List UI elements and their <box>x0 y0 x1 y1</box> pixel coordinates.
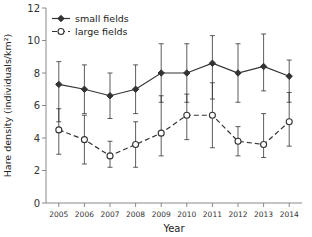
x-tick-label: 2012 <box>228 210 247 219</box>
error-bar <box>261 114 266 158</box>
series-line <box>59 63 289 96</box>
error-bar <box>184 94 189 140</box>
y-tick-label: 6 <box>34 100 40 111</box>
x-tick-label: 2009 <box>152 210 171 219</box>
legend-label: small fields <box>75 13 129 24</box>
error-bar <box>56 109 61 155</box>
point <box>261 142 267 148</box>
x-tick <box>238 203 239 207</box>
point <box>107 93 113 99</box>
y-tick <box>42 105 46 106</box>
point <box>56 81 62 87</box>
x-tick-label: 2010 <box>177 210 196 219</box>
point <box>184 70 190 76</box>
x-tick <box>212 203 213 207</box>
error-bar <box>108 141 113 167</box>
y-axis-label: Hare density (individuals/km²) <box>2 34 13 178</box>
point <box>235 138 241 144</box>
point <box>158 70 164 76</box>
y-tick <box>42 8 46 9</box>
error-bar <box>159 96 164 156</box>
y-tick-label: 12 <box>27 3 40 14</box>
legend-label: large fields <box>75 26 128 37</box>
error-bar <box>82 115 87 164</box>
point <box>235 70 241 76</box>
error-bar <box>210 83 215 148</box>
x-tick <box>84 203 85 207</box>
point <box>209 112 215 118</box>
y-tick-label: 10 <box>27 35 40 46</box>
error-bar <box>82 65 87 114</box>
point <box>81 137 87 143</box>
x-tick <box>289 203 290 207</box>
error-bar <box>133 122 138 168</box>
point <box>209 60 215 66</box>
x-tick-label: 2005 <box>49 210 68 219</box>
error-bar <box>287 93 292 147</box>
error-bar <box>236 127 241 156</box>
legend: small fields large fields <box>52 13 129 37</box>
series <box>56 34 293 122</box>
error-bar <box>159 44 164 103</box>
plot-area <box>56 34 293 167</box>
x-tick <box>110 203 111 207</box>
point <box>81 86 87 92</box>
error-bar <box>108 73 113 119</box>
point <box>260 63 266 69</box>
point <box>184 112 190 118</box>
point <box>107 153 113 159</box>
chart: 0 2 4 6 8 10 12 2005 2006 2007 2008 2009 2010 2011 201… <box>0 0 312 237</box>
x-tick <box>135 203 136 207</box>
series-line <box>59 115 289 156</box>
point <box>286 119 292 125</box>
x-tick <box>58 203 59 207</box>
error-bar <box>236 44 241 103</box>
x-tick-label: 2007 <box>100 210 119 219</box>
y-tick <box>42 138 46 139</box>
y-tick-label: 0 <box>34 198 40 209</box>
point <box>133 142 139 148</box>
series <box>56 83 292 168</box>
point <box>56 127 62 133</box>
x-tick-label: 2011 <box>203 210 222 219</box>
x-tick <box>263 203 264 207</box>
legend-marker <box>58 29 64 35</box>
y-tick <box>42 203 46 204</box>
x-tick-label: 2014 <box>280 210 299 219</box>
x-tick-label: 2008 <box>126 210 145 219</box>
legend-marker <box>58 15 64 21</box>
point <box>286 73 292 79</box>
y-tick <box>42 73 46 74</box>
y-tick-label: 8 <box>34 68 40 79</box>
x-tick <box>161 203 162 207</box>
y-tick <box>42 170 46 171</box>
x-tick <box>186 203 187 207</box>
point <box>132 86 138 92</box>
y-tick-label: 2 <box>34 165 40 176</box>
error-bar <box>261 34 266 91</box>
y-tick <box>42 40 46 41</box>
y-tick-label: 4 <box>34 133 40 144</box>
x-tick-label: 2013 <box>254 210 273 219</box>
x-tick-label: 2006 <box>75 210 94 219</box>
x-axis-label: Year <box>162 223 185 234</box>
point <box>158 130 164 136</box>
error-bar <box>133 65 138 114</box>
error-bar <box>184 44 189 103</box>
